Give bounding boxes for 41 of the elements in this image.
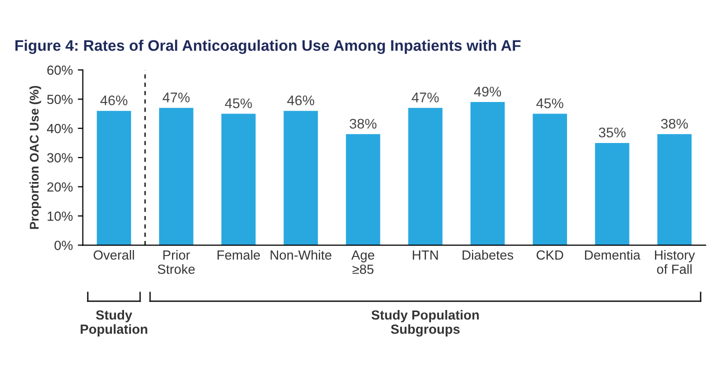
bar (657, 134, 692, 246)
y-tick-label: 30% (47, 153, 73, 162)
x-tick-label: CKD (536, 250, 564, 260)
x-tick-label: Female (218, 250, 260, 260)
data-label: 35% (598, 128, 626, 138)
data-label: 49% (474, 86, 502, 97)
data-label: 47% (162, 92, 190, 102)
x-tick-label: Dementia (585, 250, 640, 260)
bar (221, 114, 256, 246)
data-label: 38% (350, 118, 376, 129)
y-tick-label: 50% (47, 94, 73, 104)
bar (532, 114, 568, 246)
data-label: 38% (661, 118, 688, 129)
text: Study Population (80, 310, 148, 336)
data-label: 47% (412, 92, 439, 102)
data-label: 45% (536, 98, 564, 108)
bar (408, 108, 442, 246)
data-label: 46% (287, 95, 314, 106)
bar (159, 108, 194, 246)
x-tick-label: Prior Stroke (158, 250, 195, 274)
y-tick-label: 60% (47, 66, 73, 75)
y-axis-title: Proportion OAC Use (%) (29, 86, 42, 229)
y-tick-label: 10% (48, 212, 73, 221)
bar (346, 134, 380, 246)
y-tick-label: 0% (54, 240, 73, 250)
text: Study Population Subgroups (371, 310, 479, 337)
x-tick-label: Diabetes (462, 250, 514, 260)
bar (96, 110, 132, 246)
bar (284, 110, 318, 246)
x-tick-label: Overall (94, 250, 134, 260)
x-tick-label: Non-White (270, 250, 332, 260)
bar (470, 102, 505, 246)
y-tick-label: 20% (47, 182, 73, 192)
chart-title: Figure 4: Rates of Oral Anticoagulation Use Among Inpatients with AF (15, 40, 521, 54)
data-label: 46% (100, 95, 128, 106)
x-tick-label: Age ≥85 (351, 250, 374, 274)
bar (595, 142, 630, 246)
x-tick-label: History of Fall (655, 250, 695, 274)
y-tick-label: 40% (46, 124, 73, 134)
data-label: 45% (224, 98, 252, 108)
x-tick-label: HTN (412, 250, 438, 260)
